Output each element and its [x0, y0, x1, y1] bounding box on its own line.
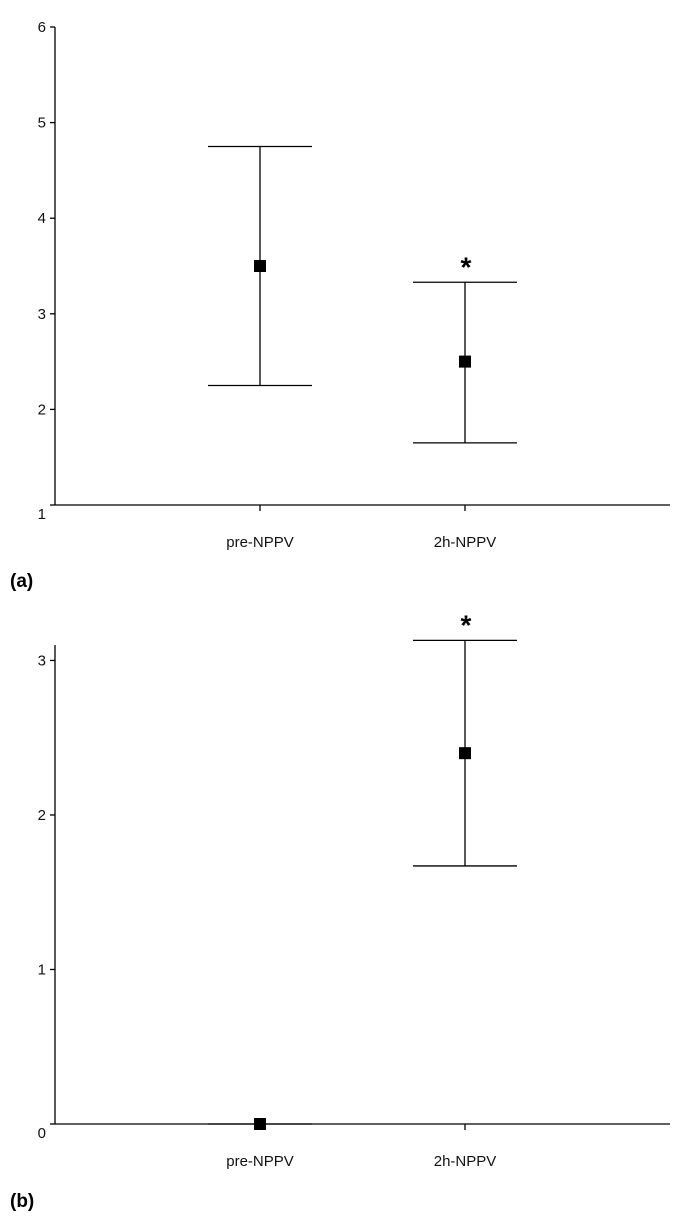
y-tick-label: 1 — [38, 506, 46, 523]
y-tick-label: 5 — [38, 115, 46, 132]
panel-a: 1 2 3 4 5 6 pre-NPPV 2h-NPPV * (a) — [10, 19, 670, 592]
x-tick-label: pre-NPPV — [226, 534, 294, 551]
panel-b: 0 1 2 3 pre-NPPV 2h-NPPV * (b) — [10, 609, 670, 1212]
data-point — [459, 747, 471, 760]
y-tick-label: 3 — [38, 306, 46, 323]
significance-annotation: * — [461, 609, 472, 640]
x-tick-label: 2h-NPPV — [434, 534, 497, 551]
data-point — [254, 260, 266, 272]
panel-label: (b) — [10, 1191, 34, 1212]
y-tick-label: 2 — [38, 401, 46, 418]
x-tick-label: 2h-NPPV — [434, 1153, 497, 1170]
data-point — [459, 355, 471, 368]
y-tick-label: 6 — [38, 19, 46, 36]
y-tick-label: 0 — [38, 1125, 46, 1142]
data-point — [254, 1118, 266, 1130]
y-tick-label: 2 — [38, 807, 46, 824]
y-tick-label: 1 — [38, 961, 46, 978]
panel-label: (a) — [10, 571, 33, 592]
y-tick-label: 4 — [38, 210, 46, 227]
y-tick-label: 3 — [38, 652, 46, 669]
x-tick-label: pre-NPPV — [226, 1153, 294, 1170]
significance-annotation: * — [461, 251, 472, 282]
